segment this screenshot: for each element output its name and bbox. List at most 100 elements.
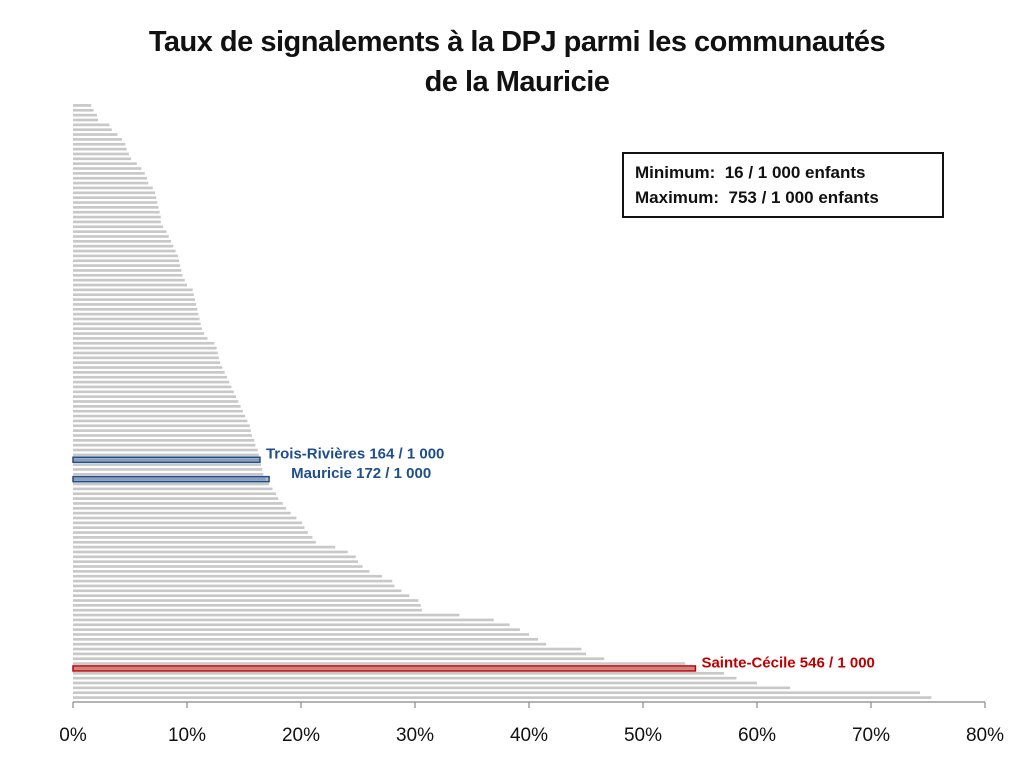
bar (73, 424, 250, 428)
bar (73, 220, 161, 224)
highlight-bars-layer (72, 456, 697, 672)
bar (73, 604, 421, 607)
stats-maximum: Maximum: 753 / 1 000 enfants (635, 188, 879, 207)
x-axis: 0% 10% 20% 30% 40% 50% 60% 70% 80% (59, 701, 1004, 746)
bar (73, 477, 266, 481)
highlight-bar-1 (72, 475, 270, 483)
bar (73, 662, 686, 665)
bar (73, 565, 363, 568)
bar (73, 118, 99, 122)
bar (73, 269, 182, 272)
chart-title-line2: de la Mauricie (424, 66, 610, 98)
bar (73, 550, 348, 554)
bar (73, 380, 230, 384)
bar (73, 395, 237, 398)
bar (73, 482, 270, 486)
x-tick-label: 80% (966, 725, 1004, 746)
bar (73, 322, 201, 326)
bar (73, 647, 582, 651)
bar (73, 419, 248, 423)
bar (73, 618, 494, 622)
bar (73, 521, 303, 525)
stats-minimum: Minimum: 16 / 1 000 enfants (635, 163, 866, 182)
bar (73, 400, 239, 403)
x-tick-label: 30% (396, 725, 434, 746)
bar (73, 157, 132, 161)
bar (73, 458, 260, 462)
bar (73, 283, 187, 287)
bar (73, 472, 264, 476)
x-tick-label: 70% (852, 725, 890, 746)
bar (73, 414, 246, 418)
bar (73, 633, 529, 636)
bar (73, 293, 194, 297)
bar (73, 317, 200, 321)
bar (73, 181, 149, 185)
bar (73, 371, 225, 374)
highlight-label-1: Mauricie 172 / 1 000 (291, 465, 431, 482)
bar (73, 298, 195, 301)
x-tick-label: 60% (738, 725, 776, 746)
bar (73, 108, 94, 112)
bar (73, 113, 97, 117)
bar (73, 570, 370, 573)
bar (73, 671, 724, 675)
bar (73, 492, 276, 496)
bar (73, 186, 153, 190)
bar (73, 453, 259, 457)
bar (73, 691, 921, 695)
bar (73, 167, 142, 170)
bar (73, 244, 174, 248)
bar (73, 390, 234, 394)
bar (73, 409, 243, 413)
bar (73, 526, 305, 530)
bar (73, 385, 232, 389)
bar (73, 497, 279, 500)
bar (73, 599, 419, 602)
bar (73, 594, 410, 597)
x-tick-label: 40% (510, 725, 548, 746)
bar (73, 341, 215, 345)
bar (73, 259, 180, 263)
bar (73, 511, 291, 515)
bar (73, 623, 510, 627)
bar (73, 405, 241, 408)
bar (73, 468, 263, 471)
bar (73, 172, 145, 175)
bar (73, 152, 129, 156)
bar (73, 278, 185, 282)
bar (73, 642, 547, 646)
bar (73, 516, 297, 520)
x-tick-label: 0% (59, 725, 87, 746)
bar (73, 676, 737, 680)
bar (73, 191, 156, 195)
bar (73, 312, 199, 316)
bar (73, 443, 256, 447)
highlight-bar-2 (72, 665, 697, 672)
bar (73, 375, 227, 379)
bar (73, 303, 197, 306)
bar (73, 273, 183, 277)
bar (73, 201, 158, 204)
bar (73, 463, 262, 466)
bar (73, 637, 539, 641)
bar (73, 128, 112, 132)
bar (73, 162, 137, 166)
bar (73, 307, 198, 311)
stats-box: Minimum: 16 / 1 000 enfants Maximum: 753… (622, 152, 944, 218)
bar (73, 487, 273, 491)
bar (73, 332, 205, 335)
bar (73, 657, 605, 661)
bar (73, 176, 148, 180)
bar (73, 574, 382, 578)
bar (73, 249, 176, 253)
bar (73, 502, 283, 505)
bar (73, 628, 520, 631)
bar (73, 536, 313, 539)
x-tick-label: 10% (168, 725, 206, 746)
bar (73, 133, 118, 136)
bar (73, 560, 358, 564)
bar (73, 589, 402, 593)
bar (73, 361, 221, 365)
bar (73, 429, 251, 432)
